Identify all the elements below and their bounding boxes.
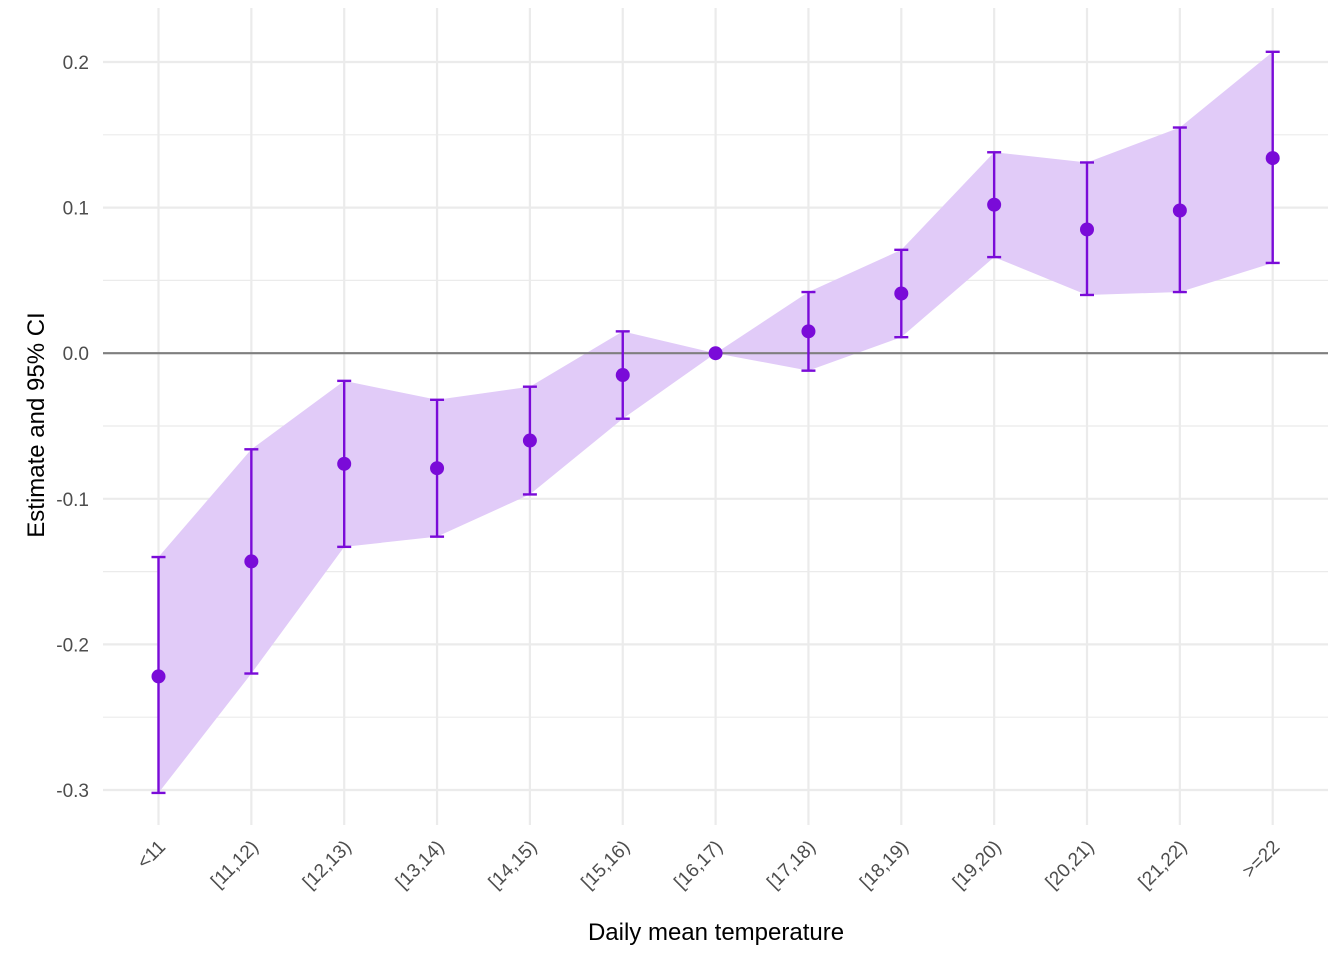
estimate-point [1172,203,1187,218]
grid [103,8,1328,825]
estimate-point [430,461,445,476]
x-tick-label: [15,16) [578,837,635,894]
x-tick-label: [16,17) [670,837,727,894]
estimate-point [987,197,1002,212]
y-tick-label: 0.2 [63,53,89,74]
x-tick-label: [11,12) [207,837,263,893]
x-tick-label: [18,19) [856,837,913,894]
estimate-point [615,368,630,383]
y-tick-label: 0.1 [63,199,89,220]
y-axis-ticks: -0.3 -0.2 -0.1 0.0 0.1 0.2 [56,53,89,802]
estimate-point [337,456,352,471]
estimate-point [244,554,259,569]
x-tick-label: [17,18) [763,837,820,894]
x-tick-label: [21,22) [1135,837,1192,894]
estimate-points [151,151,1280,684]
x-tick-label: [13,14) [392,837,449,894]
estimate-point [151,669,166,684]
estimate-point [708,346,723,361]
y-axis-title: Estimate and 95% CI [23,312,50,537]
estimate-point [894,286,909,301]
x-tick-label: [20,21) [1042,837,1099,894]
x-axis-title: Daily mean temperature [588,919,844,946]
y-tick-label: -0.2 [56,635,89,656]
estimate-point [801,324,816,339]
y-tick-label: -0.1 [56,490,89,511]
x-axis-ticks: <11 [11,12) [12,13) [13,14) [14,15) [15,16) [1… [133,837,1284,894]
x-tick-label: [19,20) [949,837,1006,894]
y-tick-label: 0.0 [63,344,89,365]
y-tick-label: -0.3 [56,781,89,802]
x-tick-label: [12,13) [299,837,356,894]
estimate-point [1265,151,1280,166]
x-tick-label: [14,15) [485,837,542,894]
x-tick-label: <11 [133,837,170,874]
estimate-point [1080,222,1094,237]
x-tick-label: >=22 [1239,837,1284,882]
estimate-point [522,433,537,448]
